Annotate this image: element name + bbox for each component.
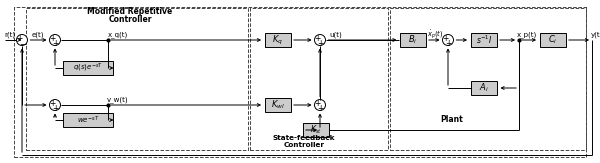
Text: e(t): e(t) — [32, 32, 44, 38]
Text: $s^{-1}I$: $s^{-1}I$ — [476, 34, 492, 46]
Text: Modified Repetitive: Modified Repetitive — [88, 7, 173, 16]
Circle shape — [314, 35, 325, 45]
Bar — [400, 33, 426, 47]
Text: x_q(t): x_q(t) — [108, 32, 128, 38]
Text: +: + — [52, 39, 59, 48]
Bar — [471, 81, 497, 95]
Circle shape — [443, 35, 454, 45]
Text: +: + — [52, 104, 59, 113]
Text: $we^{-sT}$: $we^{-sT}$ — [77, 114, 99, 126]
Text: $B_i$: $B_i$ — [409, 34, 418, 46]
Text: +: + — [442, 34, 449, 43]
Bar — [265, 98, 291, 112]
Text: +: + — [49, 34, 56, 43]
Circle shape — [314, 99, 325, 111]
Text: $\dot{x}_p(t)$: $\dot{x}_p(t)$ — [427, 28, 443, 42]
Bar — [250, 8, 388, 150]
Bar — [63, 61, 113, 75]
Text: $K_q$: $K_q$ — [272, 33, 284, 47]
Text: y(t): y(t) — [591, 32, 600, 38]
Text: Controller: Controller — [284, 142, 325, 148]
Text: $K_{wl}$: $K_{wl}$ — [271, 99, 285, 111]
Text: +: + — [317, 39, 323, 48]
Bar — [303, 123, 329, 137]
Text: u(t): u(t) — [329, 32, 343, 38]
Text: r(t): r(t) — [4, 32, 16, 38]
Circle shape — [49, 35, 61, 45]
Text: $C_i$: $C_i$ — [548, 34, 558, 46]
Text: +: + — [16, 34, 23, 43]
Bar — [540, 33, 566, 47]
Text: −: − — [19, 39, 26, 48]
Text: x_p(t): x_p(t) — [517, 32, 537, 38]
Text: Plant: Plant — [440, 116, 463, 125]
Text: +: + — [314, 34, 320, 43]
Bar — [265, 33, 291, 47]
Text: v_w(t): v_w(t) — [107, 97, 129, 103]
Bar — [63, 113, 113, 127]
Text: +: + — [314, 99, 320, 108]
Text: $q(s)e^{-sT}$: $q(s)e^{-sT}$ — [73, 62, 103, 74]
Bar — [471, 33, 497, 47]
Text: +: + — [49, 99, 56, 108]
Text: +: + — [445, 39, 452, 48]
Bar — [26, 8, 248, 150]
Bar — [390, 8, 586, 150]
Text: State-feedback: State-feedback — [273, 135, 335, 141]
Circle shape — [49, 99, 61, 111]
Text: +: + — [317, 104, 323, 113]
Text: Controller: Controller — [108, 15, 152, 24]
Text: $K_{st}$: $K_{st}$ — [310, 124, 322, 136]
Circle shape — [17, 35, 28, 45]
Text: $A_i$: $A_i$ — [479, 82, 489, 94]
